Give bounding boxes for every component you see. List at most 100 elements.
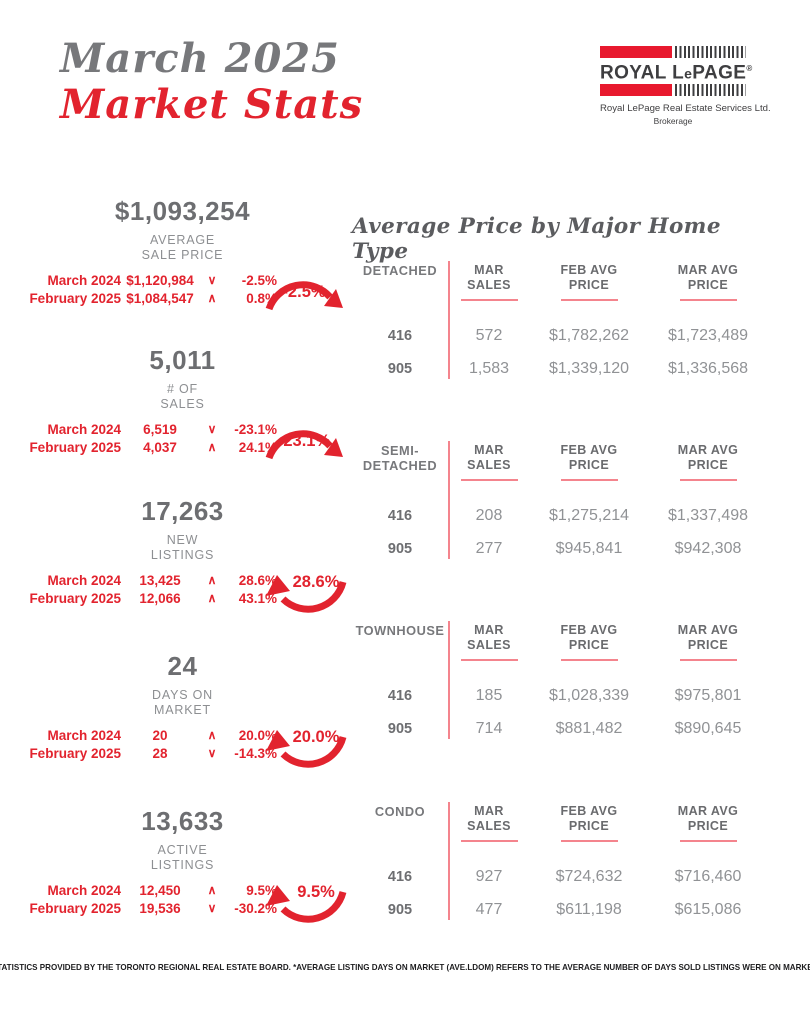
stat-label-line1: AVERAGE: [149, 233, 216, 247]
area-code-label: 416: [387, 687, 413, 704]
comparison-value: 6,519: [143, 422, 177, 437]
column-header-mar-sales: MAR SALES: [448, 261, 530, 319]
stat-new-listings: 17,263 NEW LISTINGS March 2024 13,425 ∧ …: [15, 496, 350, 613]
comparison-period: March 2024: [47, 728, 121, 743]
logo-brokerage-label: Brokerage: [653, 116, 693, 127]
area-code-label: 905: [387, 540, 413, 557]
stat-label-line2: SALES: [160, 397, 205, 411]
stat-value: 13,633: [141, 806, 224, 836]
column-header-feb-avg-price: FEB AVG PRICE: [530, 802, 648, 860]
stat-label: ACTIVE LISTINGS: [15, 843, 350, 873]
comparison-period: February 2025: [29, 290, 121, 306]
header-underline: [679, 299, 737, 301]
logo-red-bar-icon: [600, 46, 672, 58]
trend-up-arrow-icon: [266, 885, 347, 923]
column-header-mar-avg-price: MAR AVG PRICE: [648, 621, 768, 679]
feb-avg-price-value: $1,028,339: [548, 686, 630, 704]
stat-label-line1: DAYS ON: [152, 688, 213, 702]
page-title: March 2025 Market Stats: [60, 36, 363, 128]
badge-change-value: 28.6%: [292, 573, 340, 591]
mar-avg-price-value: $942,308: [674, 539, 742, 557]
mar-sales-value: 277: [475, 539, 503, 557]
trend-up-arrow-icon: [266, 575, 347, 613]
mar-sales-value: 208: [475, 506, 503, 524]
area-code-label: 905: [387, 720, 413, 737]
column-header-mar-sales: MAR SALES: [448, 802, 530, 860]
trend-icon: ∧: [207, 290, 217, 305]
trend-badge: 20.0%: [264, 727, 348, 771]
mar-sales-value: 477: [475, 900, 503, 918]
comparison-period: February 2025: [29, 590, 121, 606]
stat-value: 24: [167, 651, 198, 681]
header-underline: [560, 840, 618, 842]
comparison-row: March 2024 20 ∧ 20.0%: [17, 727, 350, 745]
comparison-row: March 2024 6,519 ∨ -23.1%: [17, 421, 350, 439]
price-table-detached: DETACHED MAR SALES FEB AVG PRICE MAR AVG…: [352, 261, 770, 381]
comparison-row: February 2025 12,066 ∧ 43.1%: [17, 590, 350, 608]
table-divider: [448, 621, 450, 739]
header-underline: [679, 659, 737, 661]
page-title-month: March 2025: [60, 35, 340, 82]
stat-label-line2: LISTINGS: [150, 858, 215, 872]
comparison-value: 28: [152, 745, 168, 761]
mar-avg-price-value: $1,336,568: [667, 359, 749, 377]
stat-days-on-market: 24 DAYS ON MARKET March 2024 20 ∧ 20.0% …: [15, 651, 350, 768]
badge-change-value: -2.5%: [282, 283, 326, 301]
comparison-period: February 2025: [29, 900, 121, 916]
stat-label: # OF SALES: [15, 382, 350, 412]
mar-sales-value: 714: [475, 719, 503, 737]
footer: STATISTICS PROVIDED BY THE TORONTO REGIO…: [0, 962, 810, 972]
area-code-label: 905: [387, 360, 413, 377]
price-table-condo: CONDO MAR SALES FEB AVG PRICE MAR AVG PR…: [352, 802, 770, 922]
header-underline: [560, 659, 618, 661]
header-underline: [560, 479, 618, 481]
table-divider: [448, 261, 450, 379]
stat-label-line2: LISTINGS: [150, 548, 215, 562]
badge-change-value: 20.0%: [292, 728, 340, 746]
stat-comparison-rows: March 2024 13,425 ∧ 28.6% February 2025 …: [17, 572, 350, 607]
mar-sales-value: 572: [475, 326, 503, 344]
area-code-label: 416: [387, 327, 413, 344]
stat-label: AVERAGE SALE PRICE: [15, 233, 350, 263]
comparison-value: 13,425: [139, 573, 181, 588]
trend-icon: ∧: [207, 883, 217, 897]
logo-bottom-bar: [600, 84, 746, 97]
stat-value: 17,263: [141, 496, 224, 526]
stat-comparison-rows: March 2024 12,450 ∧ 9.5% February 2025 1…: [17, 882, 350, 917]
comparison-value: 20: [152, 728, 168, 743]
trend-badge: 9.5%: [264, 882, 348, 926]
stat-label-line2: SALE PRICE: [141, 248, 224, 262]
mar-sales-value: 185: [475, 686, 503, 704]
comparison-change: -2.5%: [241, 273, 277, 288]
trend-down-arrow-icon: [265, 281, 343, 311]
comparison-row: February 2025 19,536 ∨ -30.2%: [17, 900, 350, 918]
header-underline: [460, 299, 518, 301]
trend-icon: ∨: [207, 273, 217, 287]
badge-change-value: 9.5%: [297, 883, 335, 901]
column-header-mar-avg-price: MAR AVG PRICE: [648, 261, 768, 319]
feb-avg-price-value: $724,632: [555, 867, 623, 885]
column-header-mar-sales: MAR SALES: [448, 441, 530, 499]
stat-label-line1: # OF: [167, 382, 198, 396]
price-table-semi-detached: SEMI- DETACHED MAR SALES FEB AVG PRICE M…: [352, 441, 770, 561]
logo-red-bar-icon: [600, 84, 672, 97]
comparison-row: March 2024 13,425 ∧ 28.6%: [17, 572, 350, 590]
comparison-change: 20.0%: [238, 728, 277, 743]
trend-icon: ∧: [207, 728, 217, 742]
logo-wordmark-suffix: PAGE: [692, 62, 747, 84]
area-code-label: 416: [387, 868, 413, 885]
feb-avg-price-value: $1,275,214: [548, 506, 630, 524]
disclaimer-text: STATISTICS PROVIDED BY THE TORONTO REGIO…: [0, 962, 810, 972]
stat-label: NEW LISTINGS: [15, 533, 350, 563]
stat-label-line2: MARKET: [154, 703, 211, 717]
column-header-mar-avg-price: MAR AVG PRICE: [648, 802, 768, 860]
price-section-title: Average Price by Major Home Type: [352, 213, 721, 264]
comparison-value: 4,037: [143, 439, 177, 455]
comparison-change: 9.5%: [246, 883, 277, 898]
mar-avg-price-value: $890,645: [674, 719, 742, 737]
feb-avg-price-value: $1,339,120: [548, 359, 630, 377]
comparison-period: March 2024: [47, 883, 121, 898]
comparison-change: -23.1%: [234, 422, 277, 437]
trend-icon: ∨: [207, 745, 217, 760]
